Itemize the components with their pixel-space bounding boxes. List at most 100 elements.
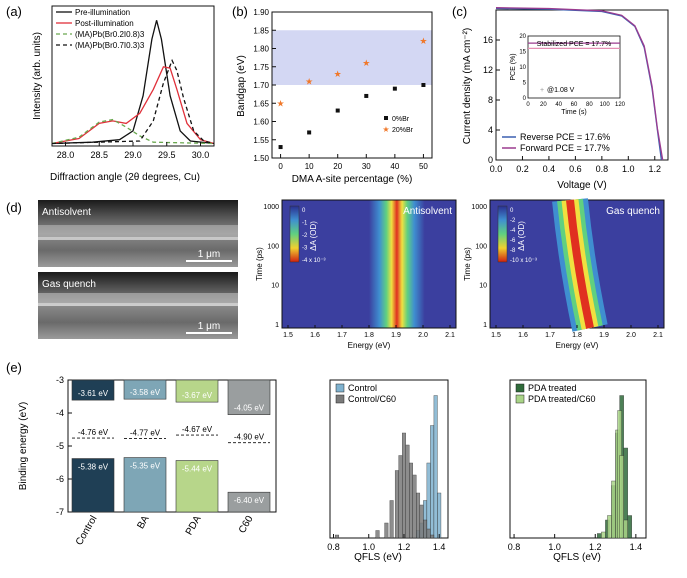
fermi-label: -4.90 eV (234, 433, 265, 442)
data-point-0br (392, 86, 397, 91)
inset-x-tick-label: 60 (571, 102, 578, 108)
sem-image-antisolvent: Antisolvent 1 μm (38, 200, 238, 267)
histogram-bar (412, 474, 417, 539)
legend-swatch (515, 394, 525, 404)
y-tick-label: 1.90 (253, 8, 269, 17)
y-tick-label: 1.80 (253, 45, 269, 54)
cbm-block (123, 379, 167, 400)
histogram-bar (426, 462, 431, 539)
colorbar-tick-label: -10 x 10⁻³ (510, 258, 537, 264)
x-tick-label: 1.7 (337, 332, 347, 339)
histogram-bar (437, 492, 442, 539)
histogram-bar (423, 519, 428, 539)
x-tick-label: 1.6 (518, 332, 528, 339)
inset-x-tick-label: 120 (615, 102, 626, 108)
x-tick-label: 28.5 (90, 150, 108, 160)
x-tick-label: 0.4 (543, 164, 556, 174)
jv-curve (495, 7, 664, 161)
y-axis-label: Time (ps) (255, 247, 264, 281)
inset-legend-marker: + (540, 87, 544, 94)
histogram-bar (607, 515, 612, 539)
x-tick-label: 1.5 (491, 332, 501, 339)
series-line (51, 20, 215, 145)
cbm-label: -3.58 eV (130, 388, 161, 397)
histogram-bar (433, 395, 438, 539)
legend-swatch (335, 383, 345, 393)
legend-swatch (515, 383, 525, 393)
x-axis-label: Energy (eV) (348, 341, 391, 350)
fermi-label: -4.77 eV (130, 428, 161, 437)
histogram-bar (409, 462, 413, 539)
panel-label-c: (c) (452, 4, 467, 19)
x-tick-label: 20 (333, 162, 342, 171)
colorbar (289, 205, 300, 263)
inset-y-tick-label: 5 (523, 81, 527, 87)
inset-y-tick-label: 0 (523, 96, 527, 102)
panel-c-jv-chart: (c) 0 4 8 12 16 0.0 0.2 0.4 0.6 0.8 1.0 1.2 Reverse … (452, 4, 669, 191)
data-point-0br (335, 108, 340, 113)
x-tick-label: 29.0 (124, 150, 142, 160)
y-tick-label: 100 (475, 243, 487, 250)
inset-legend-label: @1.08 V (547, 87, 575, 94)
x-tick-label: 1.2 (398, 542, 411, 552)
sem-label: Gas quench (42, 279, 96, 290)
legend-label: Control/C60 (348, 394, 396, 404)
colorbar-tick-label: 0 (510, 208, 514, 214)
heatmap-signal-band (566, 199, 594, 329)
colorbar-tick-label: -3 (302, 246, 308, 252)
data-point-20br: ★ (305, 76, 313, 86)
y-tick-label: 1 (483, 322, 487, 329)
panel-d: (d) Antisolvent 1 μm Gas quench 1 μm ΔA … (6, 198, 665, 350)
histogram-bar (597, 533, 602, 539)
x-tick-label: 1.7 (545, 332, 555, 339)
heatmap-title: Antisolvent (403, 206, 452, 217)
cbm-block (175, 379, 219, 403)
data-point-0br (307, 130, 312, 135)
histogram-bar (619, 455, 624, 539)
legend-label: PDA treated/C60 (528, 394, 596, 404)
category-label: C60 (237, 514, 256, 536)
x-tick-label: 1.0 (548, 542, 561, 552)
histogram-bar (394, 470, 399, 539)
y-tick-label: 1000 (471, 204, 487, 211)
plot-frame (509, 379, 647, 539)
y-tick-label: 10 (479, 283, 487, 290)
x-tick-label: 1.6 (310, 332, 320, 339)
x-tick-label: 30.0 (192, 150, 210, 160)
sem-image-gas-quench: Gas quench 1 μm (38, 272, 238, 339)
histogram-bar (426, 528, 431, 539)
category-label: BA (135, 514, 151, 531)
data-point-20br: ★ (277, 98, 285, 108)
y-tick-label: 1 (275, 322, 279, 329)
legend-label: Control (348, 383, 377, 393)
y-tick-label: 100 (267, 243, 279, 250)
panel-label-d: (d) (6, 200, 22, 215)
x-tick-label: 0.8 (327, 542, 340, 552)
histogram-bar (430, 534, 435, 539)
x-tick-label: 2.0 (626, 332, 636, 339)
x-tick-label: 1.4 (630, 542, 643, 552)
y-tick-label: 1.75 (253, 63, 269, 72)
heatmap-antisolvent: ΔA (OD) 0 -1 -2 -3 -4 x 10⁻³ Antisolvent 1.5… (255, 199, 457, 350)
heatmap-gas-quench: ΔA (OD) 0 -2 -4 -6 -8 -10 x 10⁻³ Gas quench 1… (463, 198, 665, 350)
data-point-0br (421, 83, 426, 87)
sem-label: Antisolvent (42, 207, 91, 218)
histogram-bar (419, 504, 424, 539)
data-point-0br (278, 145, 283, 150)
x-tick-label: 30 (362, 162, 371, 171)
x-tick-label: 40 (390, 162, 399, 171)
histogram-bar (335, 534, 340, 539)
x-tick-label: 0.8 (596, 164, 609, 174)
panel-label-a: (a) (6, 4, 22, 19)
panel-b-bandgap-chart: (b) 1.50 1.55 1.60 1.65 1.70 1.75 1.80 1.85 1.90… (232, 4, 433, 185)
y-tick-label: -4 (56, 408, 64, 418)
vbm-label: -5.35 eV (130, 462, 161, 471)
histogram-bar (416, 492, 421, 539)
histogram-bar (398, 455, 403, 539)
legend-label: Post-illumination (75, 19, 134, 28)
colorbar-tick-label: 0 (302, 208, 306, 214)
fermi-label: -4.67 eV (182, 425, 213, 434)
colorbar (497, 205, 508, 263)
heatmap-title: Gas quench (606, 206, 660, 217)
y-tick-label: 12 (483, 65, 493, 75)
